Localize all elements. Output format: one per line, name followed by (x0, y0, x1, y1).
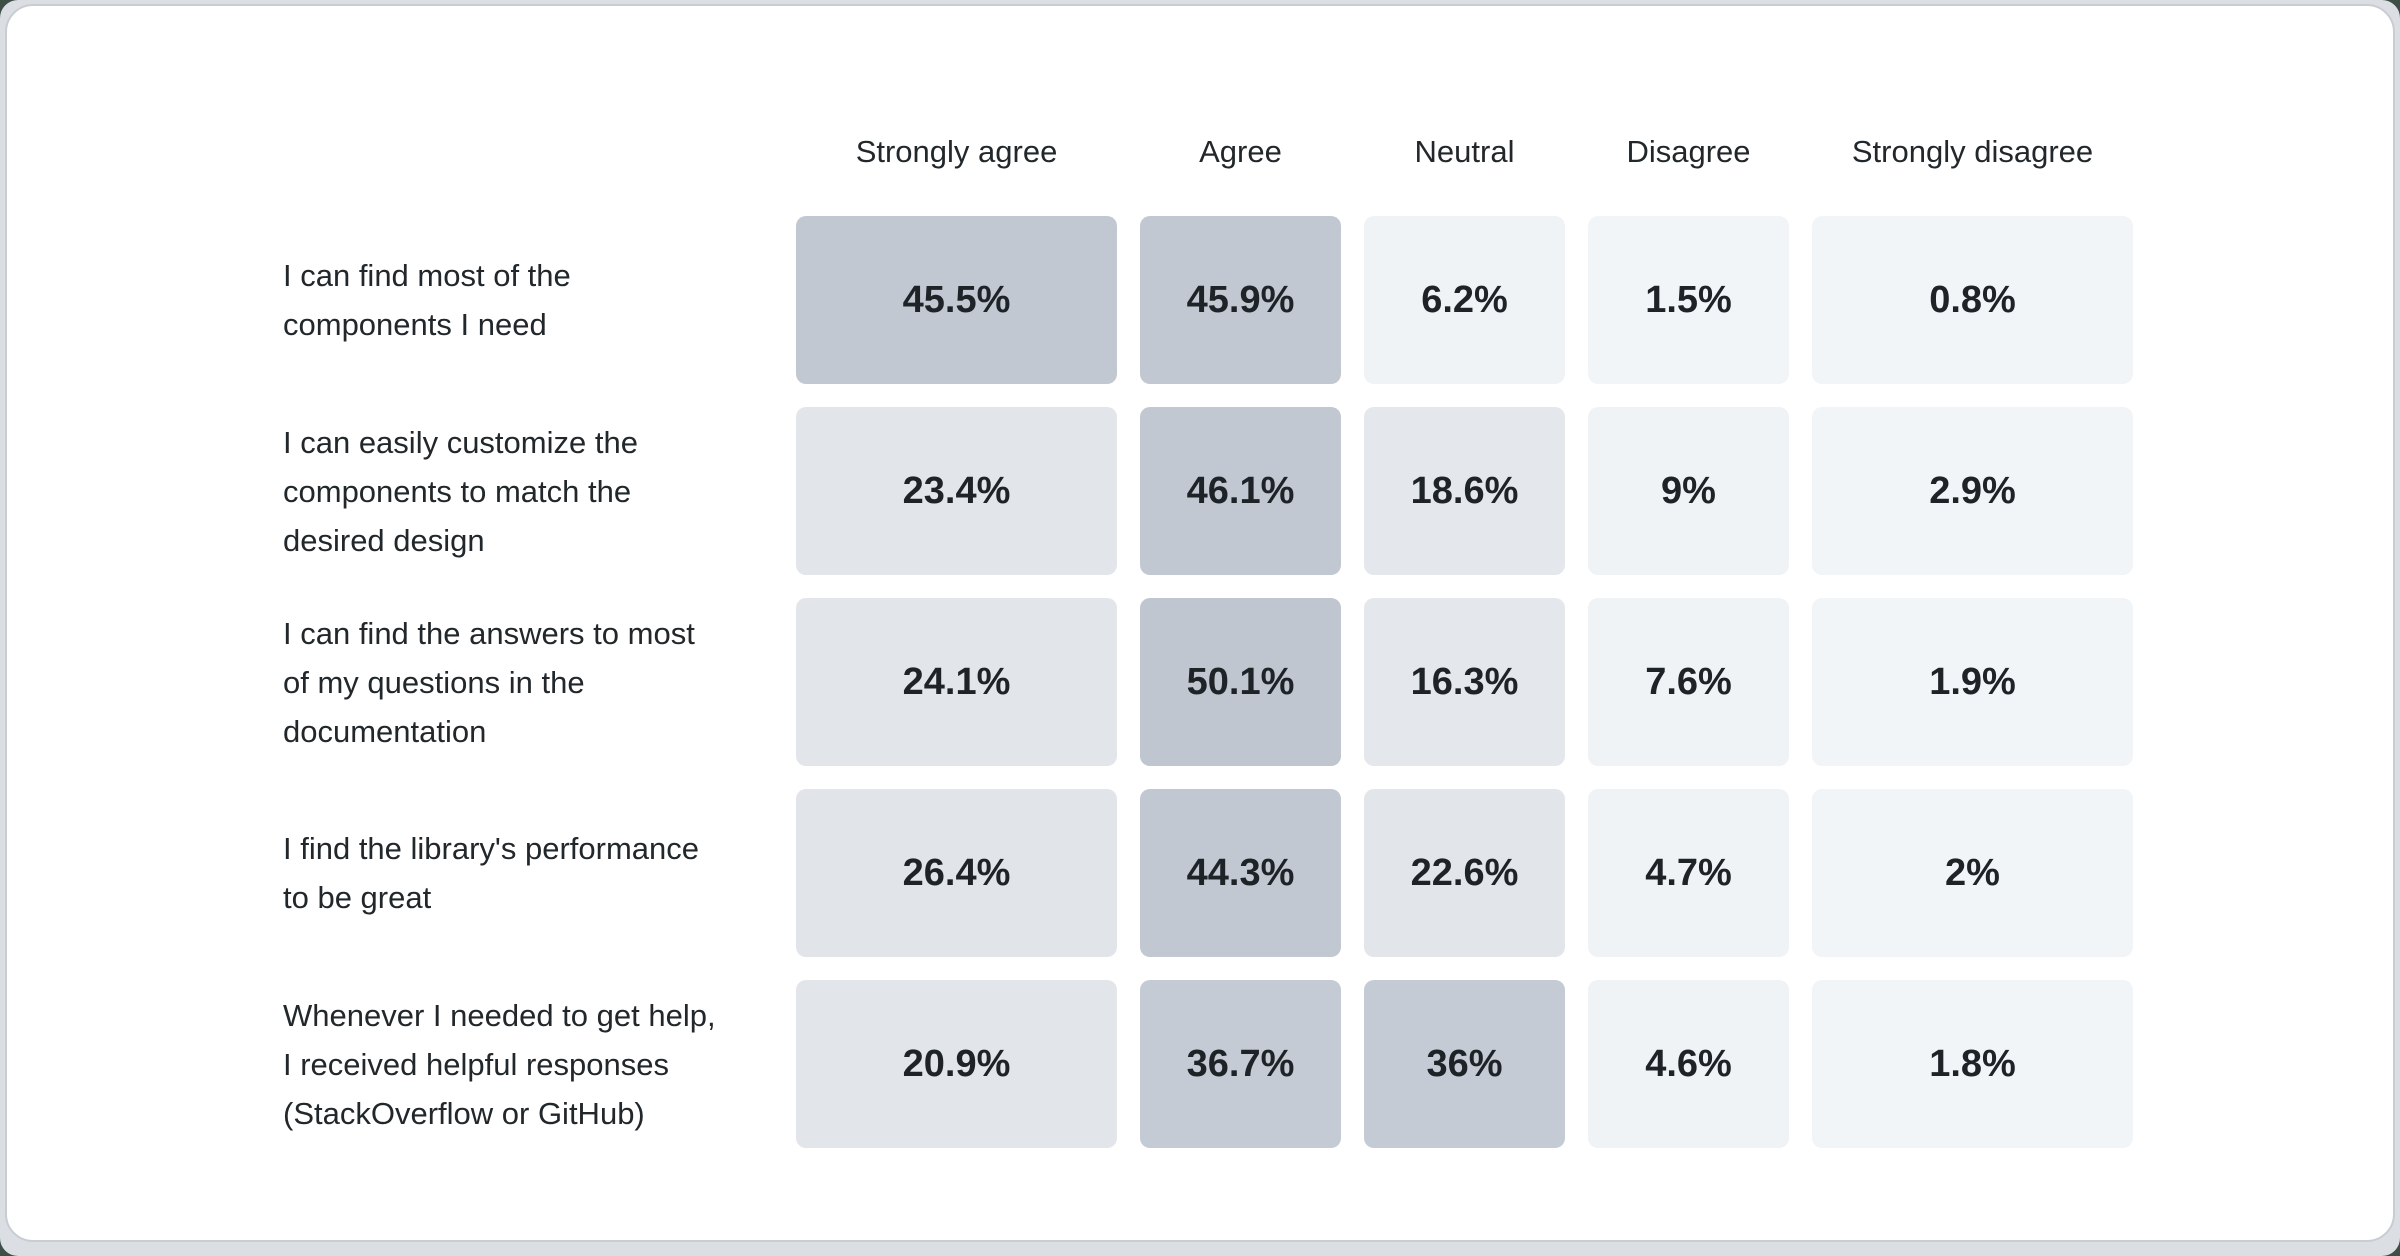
heatmap-cell: 16.3% (1364, 598, 1565, 766)
heatmap-cell: 1.8% (1812, 980, 2133, 1148)
heatmap-cell: 46.1% (1140, 407, 1341, 575)
corner-spacer (283, 111, 773, 193)
heatmap-cell: 1.5% (1588, 216, 1789, 384)
heatmap-cell: 50.1% (1140, 598, 1341, 766)
row-label: I find the library's performance to be g… (283, 831, 699, 915)
column-header: Neutral (1414, 134, 1515, 169)
heatmap-cell: 45.5% (796, 216, 1117, 384)
heatmap-cell: 44.3% (1140, 789, 1341, 957)
row-label: I can find the answers to most of my que… (283, 615, 695, 749)
heatmap-cell: 45.9% (1140, 216, 1341, 384)
heatmap-cell: 18.6% (1364, 407, 1565, 575)
survey-heatmap-table: Strongly agree Agree Neutral Disagree Strong… (283, 111, 2133, 1148)
heatmap-cell: 1.9% (1812, 598, 2133, 766)
heatmap-cell: 9% (1588, 407, 1789, 575)
heatmap-cell: 22.6% (1364, 789, 1565, 957)
row-label: I can find most of the components I need (283, 258, 571, 342)
heatmap-cell: 4.6% (1588, 980, 1789, 1148)
heatmap-cell: 2.9% (1812, 407, 2133, 575)
row-label: Whenever I needed to get help, I receive… (283, 997, 716, 1131)
heatmap-cell: 2% (1812, 789, 2133, 957)
survey-results-card: Strongly agree Agree Neutral Disagree Strong… (5, 4, 2395, 1242)
column-header: Strongly agree (855, 134, 1058, 169)
row-label: I can easily customize the components to… (283, 424, 638, 558)
heatmap-cell: 36% (1364, 980, 1565, 1148)
heatmap-cell: 7.6% (1588, 598, 1789, 766)
heatmap-cell: 24.1% (796, 598, 1117, 766)
heatmap-cell: 20.9% (796, 980, 1117, 1148)
heatmap-cell: 23.4% (796, 407, 1117, 575)
heatmap-cell: 6.2% (1364, 216, 1565, 384)
heatmap-cell: 4.7% (1588, 789, 1789, 957)
column-header: Disagree (1626, 134, 1751, 169)
column-header: Agree (1199, 134, 1282, 169)
column-header: Strongly disagree (1851, 134, 2094, 169)
heatmap-cell: 26.4% (796, 789, 1117, 957)
heatmap-cell: 36.7% (1140, 980, 1341, 1148)
heatmap-cell: 0.8% (1812, 216, 2133, 384)
